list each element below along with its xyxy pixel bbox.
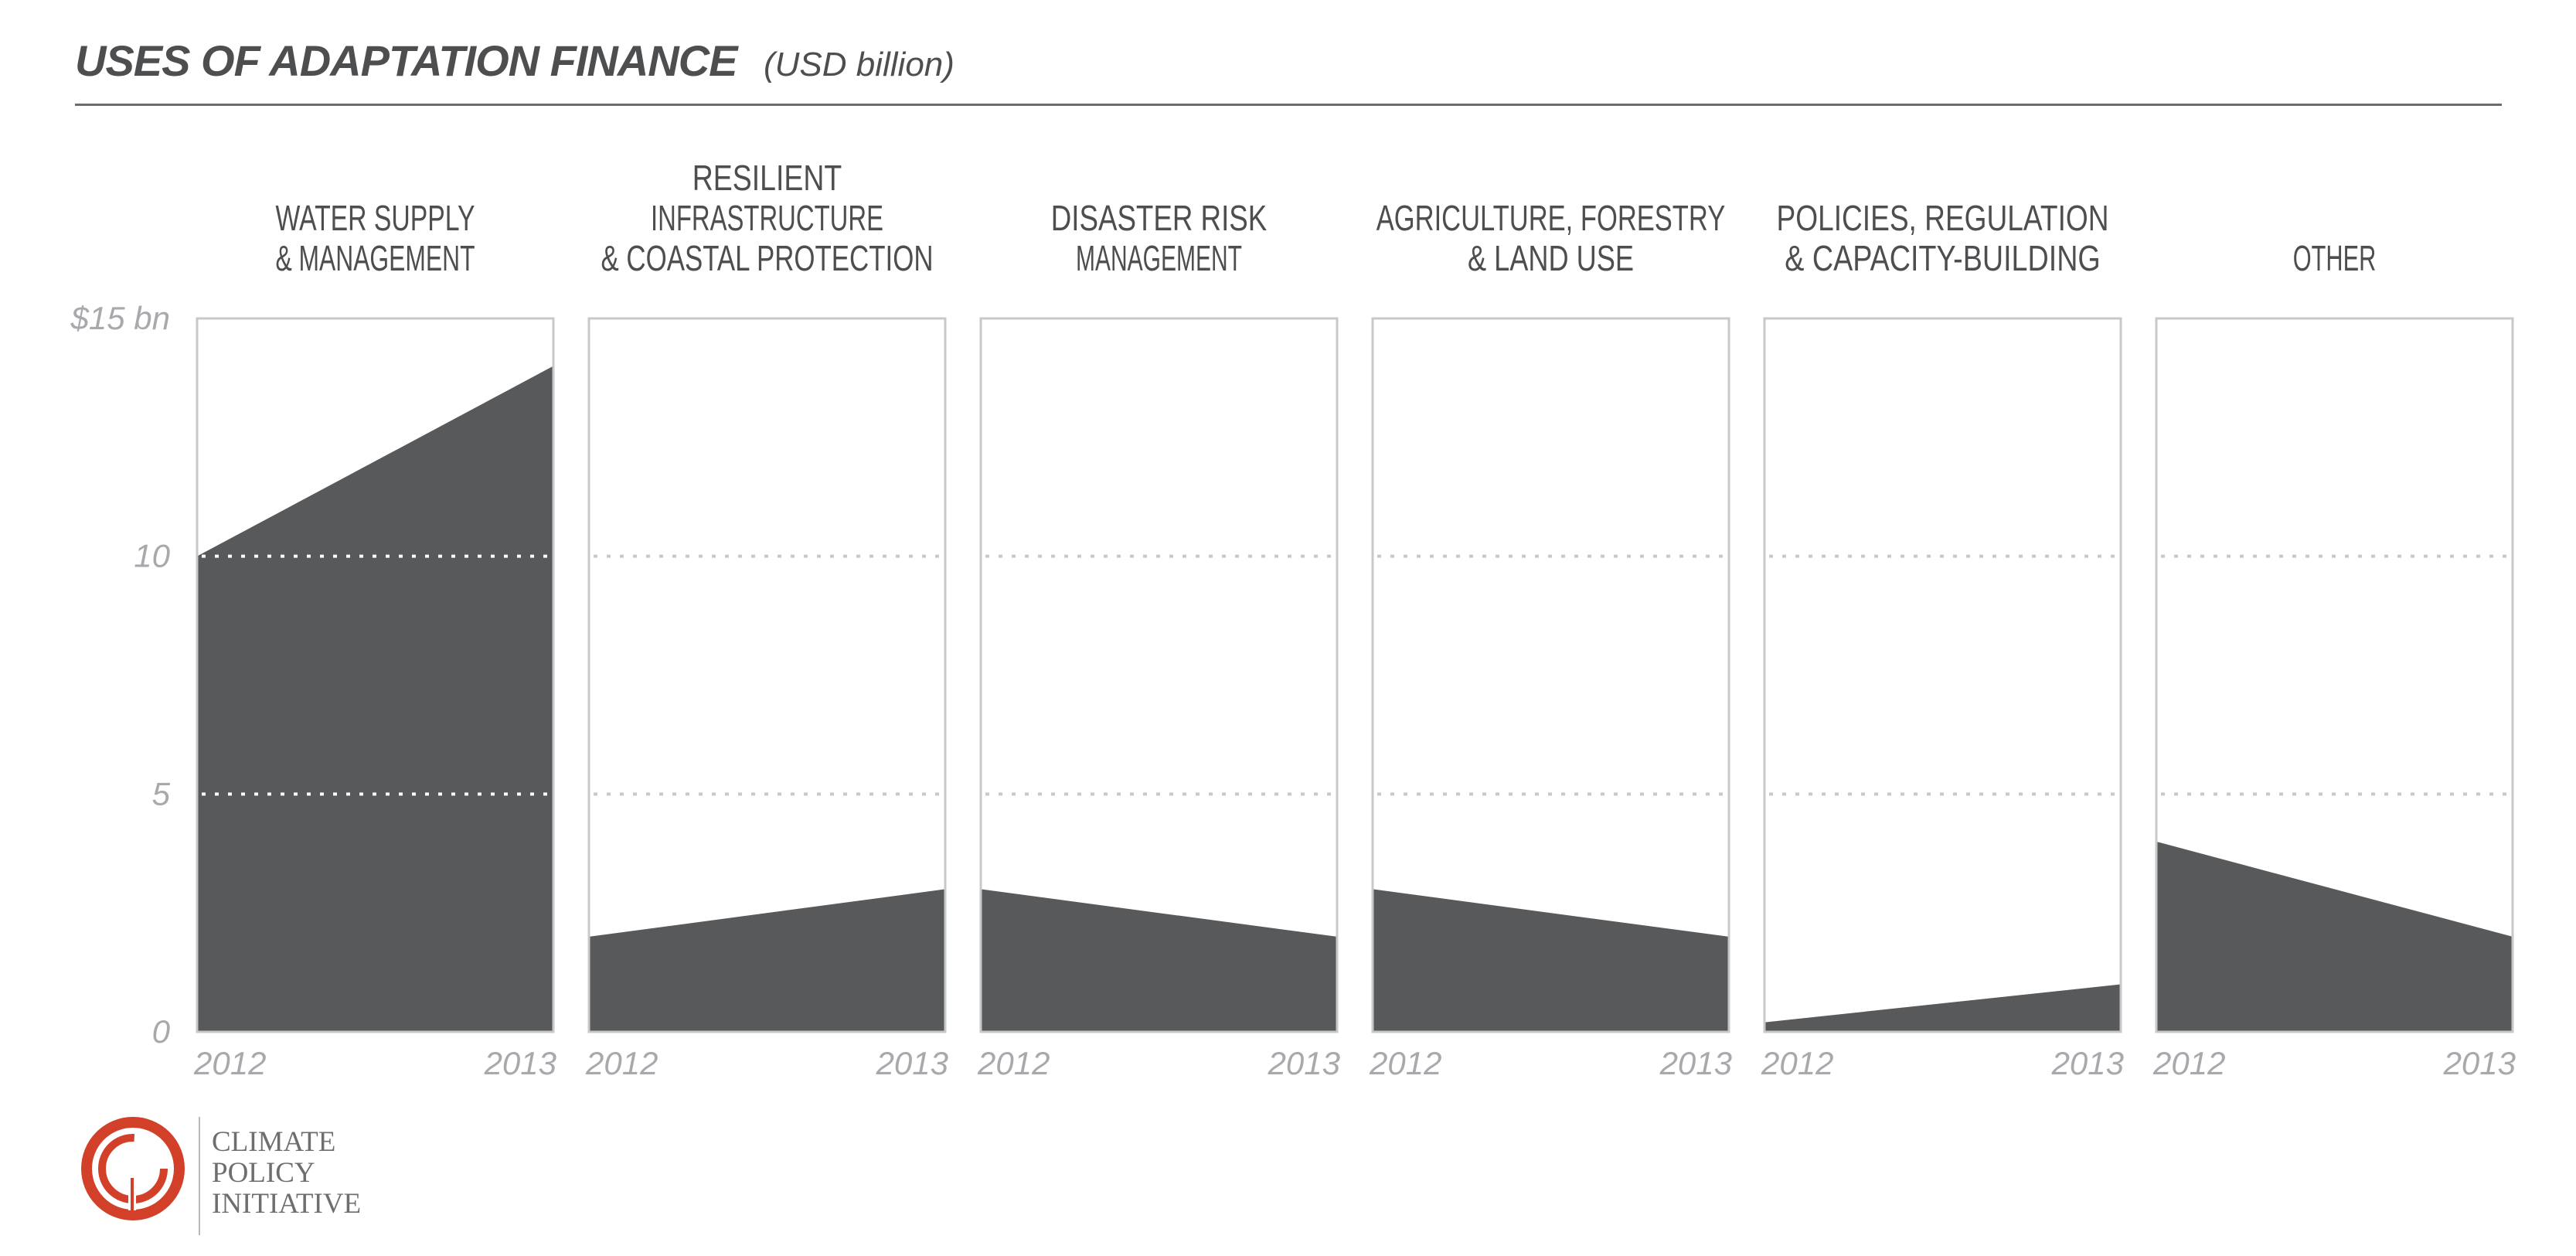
x-tick-label: 2013 bbox=[1659, 1045, 1732, 1081]
x-tick-label: 2012 bbox=[1761, 1045, 1833, 1081]
panel-title-line: & CAPACITY-BUILDING bbox=[1785, 238, 2101, 278]
area-series bbox=[981, 889, 1337, 1032]
cpi-logo-icon bbox=[81, 1117, 185, 1220]
x-tick-label: 2012 bbox=[977, 1045, 1050, 1081]
panel-title-line: & COASTAL PROTECTION bbox=[601, 238, 934, 278]
area-series bbox=[589, 889, 945, 1032]
area-series bbox=[2156, 841, 2513, 1032]
x-tick-label: 2013 bbox=[2443, 1045, 2516, 1081]
x-tick-label: 2013 bbox=[1268, 1045, 1340, 1081]
panel-border bbox=[1763, 317, 2122, 1033]
panel-border bbox=[196, 317, 555, 1033]
x-tick-label: 2013 bbox=[484, 1045, 556, 1081]
panel-border bbox=[2155, 317, 2514, 1033]
panel-title-line: OTHER bbox=[2293, 238, 2377, 278]
y-tick-label: 10 bbox=[134, 538, 170, 574]
panel-title-line: AGRICULTURE, FORESTRY bbox=[1376, 198, 1726, 238]
cpi-logo-text: CLIMATE POLICY INITIATIVE bbox=[212, 1127, 361, 1220]
x-tick-label: 2012 bbox=[1369, 1045, 1441, 1081]
x-tick-label: 2012 bbox=[2152, 1045, 2225, 1081]
panel-border bbox=[587, 317, 947, 1033]
y-tick-label: 5 bbox=[152, 775, 171, 812]
chart-header: USES OF ADAPTATION FINANCE (USD billion) bbox=[75, 36, 955, 86]
panel-frame bbox=[1763, 317, 2122, 1033]
panel-title-line: MANAGEMENT bbox=[1076, 238, 1242, 278]
panel-border bbox=[979, 317, 1339, 1033]
logo-line-2: POLICY bbox=[212, 1157, 315, 1189]
panel-title-line: POLICIES, REGULATION bbox=[1777, 198, 2109, 238]
panel-title-line: DISASTER RISK bbox=[1051, 198, 1268, 238]
x-tick-label: 2013 bbox=[2051, 1045, 2124, 1081]
area-series bbox=[1764, 984, 2121, 1032]
x-tick-label: 2012 bbox=[193, 1045, 266, 1081]
area-series bbox=[1373, 889, 1729, 1032]
panel-title-line: RESILIENT bbox=[692, 158, 842, 198]
panel-title-line: INFRASTRUCTURE bbox=[651, 198, 883, 238]
area-series bbox=[197, 366, 553, 1032]
panel-title-line: WATER SUPPLY bbox=[276, 198, 475, 238]
chart-subtitle: (USD billion) bbox=[763, 46, 955, 83]
header-rule bbox=[75, 104, 2502, 106]
panel-title-line: & MANAGEMENT bbox=[276, 238, 475, 278]
x-tick-label: 2013 bbox=[876, 1045, 948, 1081]
y-tick-label: 0 bbox=[152, 1013, 171, 1050]
panel-border bbox=[1371, 317, 1730, 1033]
y-tick-label: $15 bn bbox=[70, 300, 170, 336]
chart-title: USES OF ADAPTATION FINANCE bbox=[75, 36, 738, 85]
x-tick-label: 2012 bbox=[585, 1045, 658, 1081]
logo-divider bbox=[199, 1117, 200, 1235]
logo-line-3: INITIATIVE bbox=[212, 1188, 362, 1220]
logo-line-1: CLIMATE bbox=[212, 1126, 336, 1158]
panel-title-line: & LAND USE bbox=[1468, 238, 1634, 278]
